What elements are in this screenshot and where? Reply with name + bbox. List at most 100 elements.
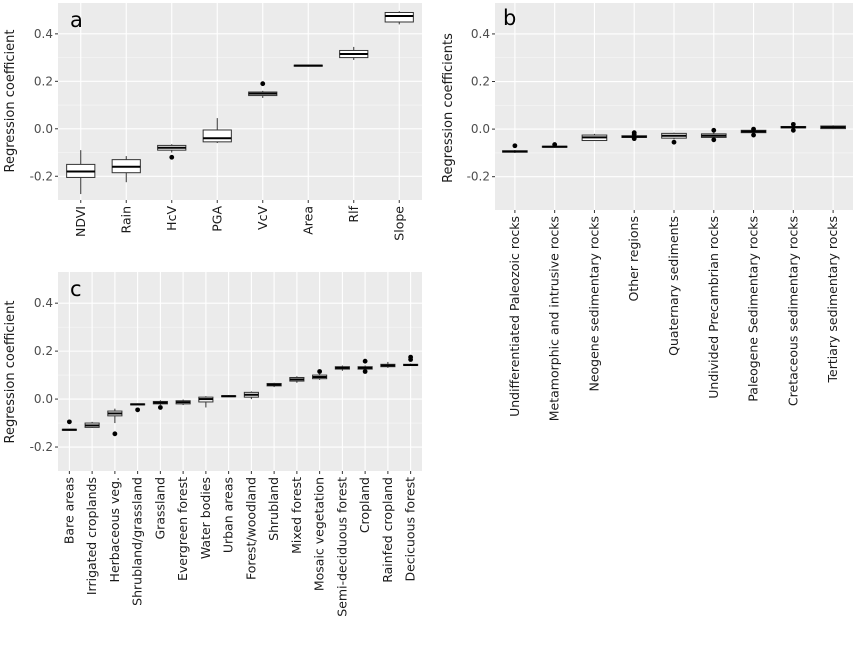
box-c-2 [107, 408, 123, 437]
outlier-point [671, 139, 677, 145]
category-label: Evergreen forest [175, 477, 190, 581]
category-label: Decicuous forest [403, 477, 418, 582]
box-c-13 [357, 358, 373, 374]
box-a-2 [157, 144, 187, 160]
box-c-11 [312, 369, 328, 380]
category-label: HcV [164, 206, 179, 231]
box-c-15 [403, 354, 419, 367]
outlier-point [711, 137, 717, 143]
panel-b: -0.2 0.0 0.2 0.4 Undifferentiated Paleozoic … [441, 3, 853, 421]
outlier-point [751, 132, 756, 138]
outlier-point [751, 126, 756, 132]
outlier-point [512, 143, 518, 149]
outlier-point [790, 121, 796, 127]
category-label: Grassland [152, 477, 167, 540]
category-label: Semi-deciduous forest [334, 477, 349, 617]
category-label: Other regions [626, 216, 641, 302]
panel-letter: c [70, 277, 82, 301]
y-tick-label: 0.0 [34, 392, 53, 406]
box-a-1 [111, 156, 141, 183]
panel-letter: b [503, 6, 516, 30]
panel-letter: a [70, 8, 83, 32]
box-c-6 [198, 396, 214, 408]
category-label: Tertiary sedimentary rocks [825, 216, 840, 384]
box-c-0 [61, 419, 77, 431]
outlier-point [135, 407, 141, 413]
box-a-7 [384, 11, 414, 25]
category-label: PGA [209, 206, 224, 232]
box-c-5 [175, 399, 191, 406]
box-c-14 [380, 361, 396, 368]
outlier-point [631, 136, 637, 142]
box-c-12 [334, 365, 350, 371]
box-b-5 [700, 127, 727, 143]
category-label: Paleogene Sedimentary rocks [746, 216, 761, 402]
box-a-3 [202, 118, 232, 144]
box-body [384, 11, 414, 23]
panel-c: -0.2 0.0 0.2 0.4 Bare areas Irrigated croplan… [3, 272, 422, 617]
box-c-8 [243, 391, 259, 400]
outlier-point [552, 142, 558, 147]
y-axis-title: Regression coefficient [3, 301, 18, 444]
category-label: Rlf [346, 205, 361, 222]
y-tick-label: 0.4 [471, 27, 490, 41]
category-label: Neogene sedimentary rocks [586, 216, 601, 392]
box-c-3 [130, 403, 146, 413]
box-a-6 [339, 46, 369, 60]
category-label: Urban areas [221, 477, 236, 553]
outlier-point [362, 369, 368, 374]
box-b-2 [581, 133, 608, 142]
box-c-10 [289, 376, 305, 383]
outlier-point [317, 369, 323, 374]
category-label: Area [300, 206, 315, 235]
box-body [202, 129, 232, 143]
category-label: Mixed forest [289, 477, 304, 554]
category-label: Bare areas [61, 477, 76, 544]
category-label: Herbaceous veg. [107, 477, 122, 582]
outlier-point [169, 154, 175, 160]
box-b-4 [661, 132, 687, 145]
y-axis-title: Regression coefficients [441, 33, 456, 183]
box-a-0 [66, 150, 96, 195]
category-label: Water bodies [198, 477, 213, 559]
category-label: NDVI [73, 206, 88, 237]
category-label: Rain [118, 206, 133, 233]
outlier-point [790, 127, 796, 133]
panel-background [58, 272, 422, 471]
category-label: Shrubland/grassland [130, 477, 145, 606]
box-c-7 [221, 395, 237, 398]
y-tick-label: -0.2 [30, 169, 53, 183]
category-label: VcV [255, 206, 270, 230]
category-label: Quaternary sediments [666, 216, 681, 356]
category-label: Cropland [357, 477, 372, 533]
category-label: Shrubland [266, 477, 281, 541]
box-b-1 [541, 142, 568, 148]
y-tick-label: 0.0 [34, 122, 53, 136]
category-label: Undifferentiated Paleozoic rocks [507, 216, 522, 417]
y-tick-label: -0.2 [30, 440, 53, 454]
category-label: Cretaceous sedimentary rocks [785, 216, 800, 406]
box-a-4 [248, 81, 278, 98]
box-c-4 [152, 400, 168, 410]
outlier-point [157, 405, 163, 410]
category-label: Forest/woodland [243, 477, 258, 580]
category-label: Rainfed cropland [380, 477, 395, 583]
outlier-point [66, 419, 72, 425]
category-label: Undivided Precambrian rocks [706, 216, 721, 399]
y-tick-label: -0.2 [467, 170, 490, 184]
category-label: Irrigated croplands [84, 477, 99, 595]
y-tick-label: 0.2 [34, 74, 53, 88]
outlier-point [260, 81, 266, 87]
box-b-6 [740, 126, 767, 138]
box-a-5 [293, 64, 323, 67]
y-tick-label: 0.0 [471, 122, 490, 136]
outlier-point [408, 357, 414, 362]
box-c-9 [266, 382, 282, 388]
category-label: Mosaic vegetation [312, 477, 327, 591]
box-b-7 [780, 121, 807, 133]
y-axis-title: Regression coefficient [3, 30, 18, 173]
y-tick-label: 0.4 [34, 27, 53, 41]
category-label: Metamorphic and intrusive rocks [547, 216, 562, 421]
y-tick-label: 0.2 [471, 75, 490, 89]
